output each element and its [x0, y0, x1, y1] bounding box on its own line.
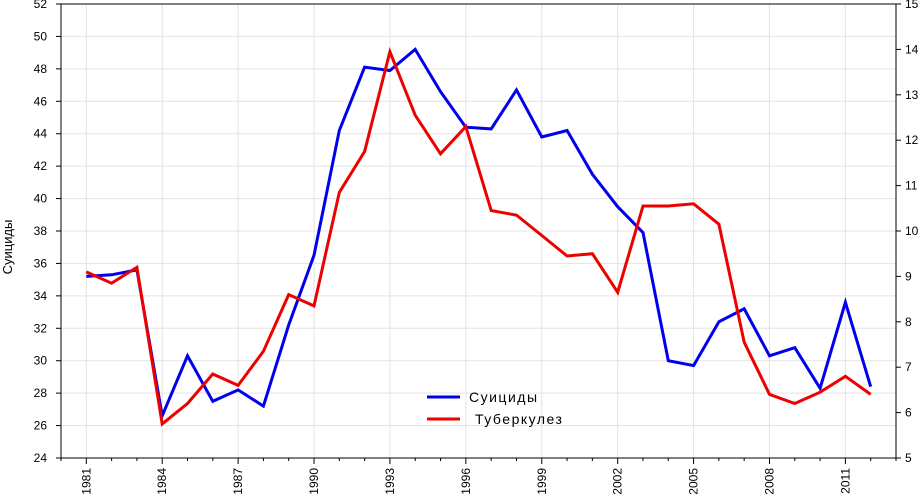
- y2-tick-label: 10: [905, 224, 919, 238]
- x-tick-label: 1987: [231, 468, 245, 495]
- y-tick-label: 50: [34, 29, 48, 43]
- y2-tick-label: 13: [905, 88, 919, 102]
- y-tick-label: 42: [34, 159, 48, 173]
- y-tick-label: 24: [34, 451, 48, 465]
- legend-label-1: Суициды: [469, 389, 539, 405]
- x-tick-label: 2008: [762, 468, 776, 495]
- y2-tick-label: 11: [905, 179, 918, 193]
- y-tick-label: 36: [34, 256, 48, 270]
- legend: Суициды Туберкулез: [427, 389, 563, 427]
- grid-lines: [61, 3, 896, 459]
- y2-tick-label: 6: [905, 406, 912, 420]
- x-tick-label: 1996: [459, 468, 473, 495]
- y2-tick-label: 7: [905, 360, 912, 374]
- x-tick-label: 2002: [611, 468, 625, 495]
- y-tick-label: 52: [34, 0, 48, 11]
- x-tick-label: 2011: [838, 468, 852, 494]
- y2-tick-label: 5: [905, 451, 912, 465]
- y-tick-label: 48: [34, 62, 48, 76]
- x-tick-label: 1984: [155, 468, 169, 495]
- y-tick-label: 26: [34, 419, 48, 433]
- y-tick-label: 28: [34, 386, 48, 400]
- y-tick-label: 40: [34, 192, 48, 206]
- y2-tick-label: 15: [905, 0, 919, 11]
- x-tick-label: 2005: [687, 468, 701, 495]
- series-line-1: [86, 47, 873, 422]
- legend-label-2: Туберкулез: [475, 411, 563, 427]
- x-axis: 1981 1984 1987 1990 1993 1996 1999 2002 2005 2008…: [60, 458, 897, 495]
- x-tick-label: 1999: [535, 468, 549, 495]
- y-tick-label: 46: [34, 94, 48, 108]
- series-layer: [85, 46, 873, 427]
- y-tick-label: 38: [34, 224, 48, 238]
- y2-tick-label: 12: [905, 133, 919, 147]
- y2-tick-label: 9: [905, 269, 912, 283]
- y2-tick-label: 14: [905, 42, 919, 56]
- y-tick-label: 30: [34, 354, 48, 368]
- y-tick-label: 34: [34, 289, 48, 303]
- x-tick-label: 1990: [307, 468, 321, 495]
- y-axis-title: Суициды: [0, 220, 15, 275]
- x-tick-label: 1981: [79, 468, 93, 495]
- y2-tick-label: 8: [905, 315, 912, 329]
- x-tick-label: 1993: [383, 468, 397, 495]
- y-tick-label: 32: [34, 321, 48, 335]
- y-tick-label: 44: [34, 127, 48, 141]
- left-y-axis: 24 26 28 30 32 34 36 38 40 42 44 46 48 50 52: [34, 0, 61, 465]
- right-y-axis: 5 6 7 8 9 10 11 12 13 14 15: [896, 0, 919, 465]
- series-line-2: [85, 46, 872, 427]
